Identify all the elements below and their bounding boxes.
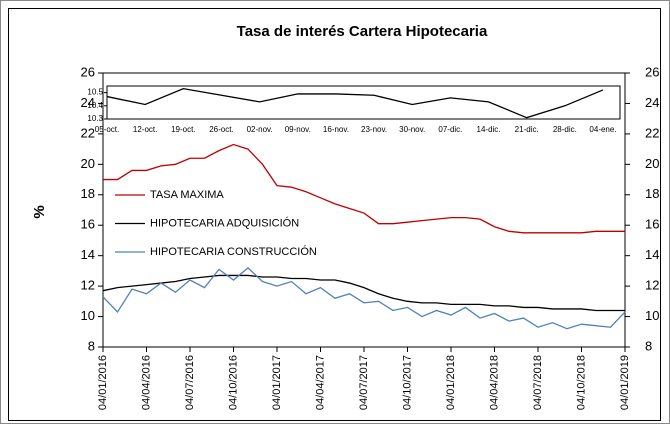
inset-x-tick-label: 12-oct. bbox=[133, 125, 157, 134]
inset-x-tick-label: 09-nov. bbox=[285, 125, 311, 134]
x-tick-label: 04/01/2016 bbox=[97, 355, 109, 410]
y-tick-label: 16 bbox=[81, 217, 95, 232]
x-tick-label: 04/01/2017 bbox=[271, 355, 283, 410]
y-tick-label: 26 bbox=[81, 64, 95, 79]
y2-tick-label: 10 bbox=[645, 308, 659, 323]
x-tick-label: 04/10/2017 bbox=[401, 355, 413, 410]
series-line bbox=[103, 143, 625, 234]
inset-area bbox=[106, 85, 621, 120]
y2-tick-label: 16 bbox=[645, 217, 659, 232]
y2-tick-label: 14 bbox=[645, 247, 659, 262]
inset-x-tick-label: 28-dic. bbox=[553, 125, 577, 134]
inset-y-tick-label: 10.5 bbox=[87, 88, 103, 97]
inset-x-tick-label: 23-nov. bbox=[361, 125, 387, 134]
y-tick-label: 20 bbox=[81, 156, 95, 171]
legend-label: HIPOTECARIA ADQUISICIÓN bbox=[150, 216, 299, 229]
legend-label: TASA MAXIMA bbox=[150, 189, 224, 201]
series-line bbox=[106, 87, 604, 119]
y-tick-label: 8 bbox=[88, 338, 95, 353]
y2-tick-label: 18 bbox=[645, 186, 659, 201]
x-tick-label: 04/04/2017 bbox=[314, 355, 326, 410]
chart-frame bbox=[8, 8, 661, 421]
y2-tick-label: 26 bbox=[645, 64, 659, 79]
y2-tick-label: 12 bbox=[645, 278, 659, 293]
chart-title: Tasa de interés Cartera Hipotecaria bbox=[237, 23, 488, 40]
inset-x-tick-label: 07-dic. bbox=[438, 125, 462, 134]
series-line bbox=[102, 266, 626, 330]
x-tick-label: 04/01/2018 bbox=[445, 355, 457, 410]
inset-y-tick-label: 10.3 bbox=[87, 114, 103, 123]
y-tick-label: 24 bbox=[81, 95, 95, 110]
y-tick-label: 10 bbox=[81, 308, 95, 323]
x-tick-label: 04/10/2018 bbox=[575, 355, 587, 410]
y-tick-label: 14 bbox=[81, 247, 95, 262]
y2-tick-label: 20 bbox=[645, 156, 659, 171]
x-tick-label: 04/04/2018 bbox=[488, 355, 500, 410]
legend-label: HIPOTECARIA CONSTRUCCIÓN bbox=[150, 245, 317, 258]
inset-x-tick-label: 04-ene. bbox=[589, 125, 616, 134]
x-tick-label: 04/10/2016 bbox=[227, 355, 239, 410]
x-tick-label: 04/07/2017 bbox=[358, 355, 370, 410]
y2-tick-label: 24 bbox=[645, 95, 659, 110]
y-tick-label: 22 bbox=[81, 125, 95, 140]
inset-x-tick-label: 30-nov. bbox=[399, 125, 425, 134]
x-tick-label: 04/07/2016 bbox=[184, 355, 196, 410]
inset-x-tick-label: 16-nov. bbox=[323, 125, 349, 134]
y2-tick-label: 8 bbox=[645, 338, 652, 353]
inset-x-tick-label: 05-oct. bbox=[95, 125, 119, 134]
x-tick-label: 04/04/2016 bbox=[140, 355, 152, 410]
y-tick-label: 18 bbox=[81, 186, 95, 201]
inset-x-tick-label: 02-nov. bbox=[247, 125, 273, 134]
inset-x-tick-label: 26-oct. bbox=[209, 125, 233, 134]
inset-y-tick-label: 10.4 bbox=[87, 101, 103, 110]
inset-x-tick-label: 19-oct. bbox=[171, 125, 195, 134]
inset-x-tick-label: 14-dic. bbox=[477, 125, 501, 134]
y2-tick-label: 22 bbox=[645, 125, 659, 140]
y-tick-label: 12 bbox=[81, 278, 95, 293]
x-tick-label: 04/01/2019 bbox=[619, 355, 631, 410]
series-line bbox=[102, 274, 625, 312]
x-tick-label: 04/07/2018 bbox=[532, 355, 544, 410]
y-axis-label: % bbox=[31, 205, 48, 218]
inset-x-tick-label: 21-dic. bbox=[515, 125, 539, 134]
